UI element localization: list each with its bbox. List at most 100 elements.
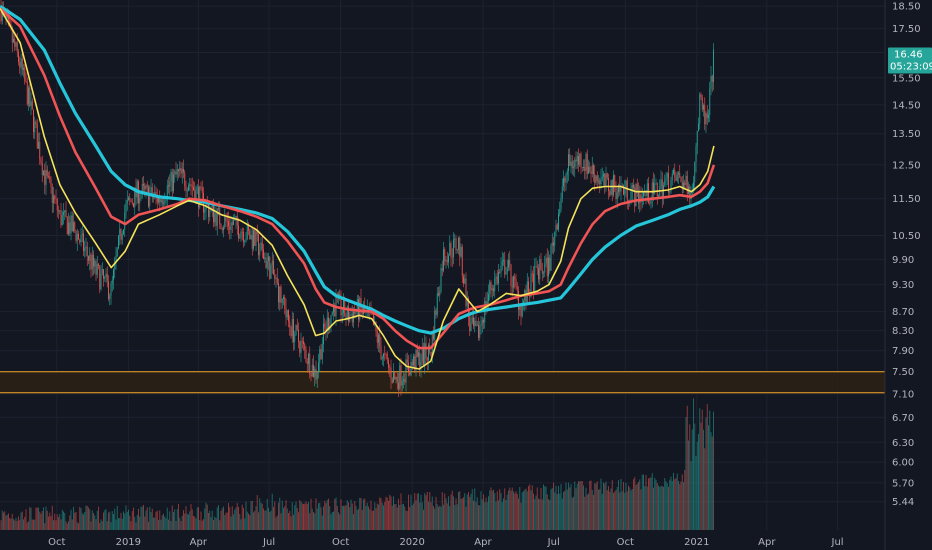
volume-bar <box>108 512 109 530</box>
candle-body <box>249 230 251 240</box>
volume-bar <box>328 498 329 530</box>
volume-bar <box>448 496 449 530</box>
volume-bar <box>609 491 611 530</box>
volume-bar <box>509 487 511 530</box>
candle-body <box>165 199 167 202</box>
candle-body <box>200 186 202 188</box>
candle-body <box>405 359 407 383</box>
volume-bar <box>154 517 156 530</box>
candle-body <box>0 6 2 22</box>
candle-body <box>25 81 27 83</box>
volume-bar <box>59 513 61 530</box>
candle-body <box>258 234 259 256</box>
candle-body <box>533 273 534 292</box>
volume-bar <box>219 520 221 530</box>
candle-body <box>60 210 62 226</box>
candle-body <box>290 327 292 337</box>
candle-body <box>146 185 148 187</box>
candle-body <box>549 257 551 271</box>
candle-body <box>699 94 701 124</box>
volume-bar <box>231 506 233 530</box>
volume-bar <box>396 507 398 530</box>
volume-bar <box>151 508 153 530</box>
candle-body <box>140 193 142 199</box>
candle-body <box>58 210 59 212</box>
volume-bar <box>459 491 461 530</box>
volume-bar <box>164 516 166 530</box>
volume-bar <box>89 509 91 530</box>
volume-bar <box>158 519 159 530</box>
candle-body <box>289 321 291 328</box>
candle-body <box>9 19 11 24</box>
candle-body <box>269 256 271 279</box>
volume-bar <box>285 500 287 530</box>
volume-bar <box>668 486 669 530</box>
candle-body <box>674 169 676 178</box>
volume-bar <box>49 512 51 530</box>
candle-body <box>251 234 253 249</box>
candle-body <box>348 306 349 322</box>
candle-body <box>59 210 61 212</box>
candle-body <box>709 88 711 116</box>
last-price-label: 16.46 <box>894 49 923 60</box>
candle-body <box>600 178 602 185</box>
candle-body <box>595 175 597 183</box>
volume-bar <box>605 481 607 530</box>
candle-body <box>256 231 258 235</box>
volume-bar <box>134 516 136 530</box>
volume-bar <box>700 422 702 530</box>
candle-body <box>96 264 98 275</box>
volume-bar <box>311 508 313 530</box>
candle-body <box>53 195 54 203</box>
candle-body <box>148 186 149 207</box>
volume-bar <box>39 511 41 530</box>
volume-bar <box>261 503 263 530</box>
candle-body <box>341 312 343 315</box>
volume-bar <box>281 500 283 530</box>
candle-body <box>538 268 539 280</box>
volume-bar <box>549 500 551 530</box>
volume-bar <box>143 504 144 530</box>
volume-bar <box>205 502 207 530</box>
candle-body <box>13 38 14 43</box>
candle-body <box>275 277 277 279</box>
candle-body <box>704 105 706 125</box>
volume-bar <box>468 492 469 530</box>
candle-body <box>373 314 374 326</box>
candle-body <box>439 291 441 296</box>
candle-body <box>575 159 577 162</box>
volume-bar <box>245 501 247 530</box>
candle-body <box>478 324 479 338</box>
volume-bar <box>19 519 21 530</box>
volume-bar <box>713 411 714 530</box>
volume-bar <box>518 498 519 530</box>
candle-body <box>163 203 164 204</box>
candle-body <box>475 320 477 326</box>
candle-body <box>541 269 543 274</box>
candle-body <box>228 221 229 227</box>
candle-body <box>216 208 218 226</box>
time-axis[interactable]: Oct 2019 Apr Jul Oct 2020 Apr Jul Oct 2021 Apr Jul <box>48 537 843 548</box>
candle-body <box>246 225 248 239</box>
time-tick-label: Apr <box>758 537 776 548</box>
volume-bar <box>658 485 659 530</box>
candle-body <box>698 123 699 131</box>
volume-bar <box>165 518 167 530</box>
volume-bar <box>456 504 458 530</box>
time-tick-label: Jul <box>547 537 560 548</box>
candle-body <box>124 212 126 230</box>
volume-bar <box>93 513 94 530</box>
candle-body <box>218 208 219 209</box>
volume-bar <box>678 480 679 530</box>
volume-bar <box>50 516 52 530</box>
candle-body <box>514 276 516 280</box>
candle-body <box>466 298 468 307</box>
volume-bar <box>394 504 396 530</box>
volume-bar <box>14 520 16 530</box>
volume-bar <box>271 493 273 530</box>
volume-bar <box>103 512 104 530</box>
volume-bar <box>150 512 152 530</box>
volume-bar <box>654 477 656 530</box>
volume-bar <box>560 484 562 530</box>
